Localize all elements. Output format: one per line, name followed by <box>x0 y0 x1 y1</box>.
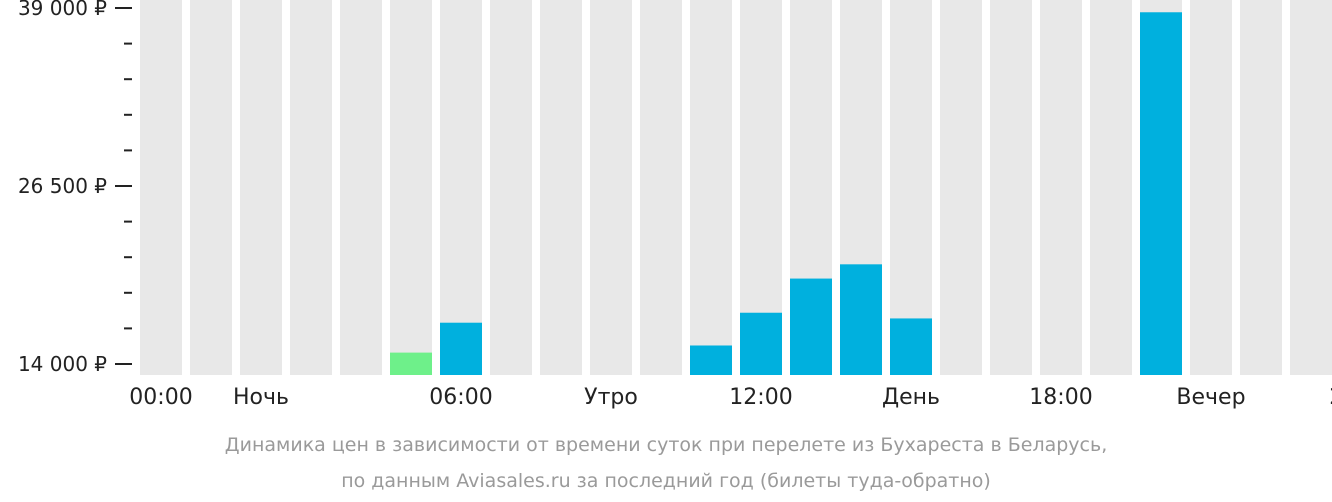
price-bar-06:00[interactable] <box>440 322 482 375</box>
background-bar-07:00 <box>490 0 532 375</box>
x-tick-label: 12:00 <box>729 385 792 410</box>
background-bar-15:00 <box>890 0 932 375</box>
x-tick-label: 00:00 <box>129 385 192 410</box>
background-bar-06:00 <box>440 0 482 375</box>
background-bar-08:00 <box>540 0 582 375</box>
chart-caption-line-2: по данным Aviasales.ru за последний год … <box>341 470 991 492</box>
background-bar-00:00 <box>140 0 182 375</box>
y-tick-label: 26 500 ₽ <box>18 174 107 198</box>
chart-caption-line-1: Динамика цен в зависимости от времени су… <box>224 434 1108 456</box>
x-tick-label: 06:00 <box>429 385 492 410</box>
background-bar-12:00 <box>740 0 782 375</box>
price-bar-12:00[interactable] <box>740 312 782 375</box>
x-tick-label: Утро <box>584 385 638 410</box>
price-bar-15:00[interactable] <box>890 318 932 375</box>
price-bars <box>390 12 1182 375</box>
background-bar-18:00 <box>1040 0 1082 375</box>
background-bar-02:00 <box>240 0 282 375</box>
price-bar-05:00[interactable] <box>390 352 432 375</box>
y-axis: 14 000 ₽ 26 500 ₽ 39 000 ₽ <box>18 0 132 376</box>
x-tick-label: Вечер <box>1176 385 1245 410</box>
x-tick-label: 18:00 <box>1029 385 1092 410</box>
background-bar-16:00 <box>940 0 982 375</box>
price-bar-14:00[interactable] <box>840 264 882 375</box>
background-bar-04:00 <box>340 0 382 375</box>
x-tick-label: 24:00 <box>1329 385 1332 410</box>
background-bar-17:00 <box>990 0 1032 375</box>
x-tick-label: Ночь <box>233 385 289 410</box>
price-bar-13:00[interactable] <box>790 278 832 375</box>
background-bar-03:00 <box>290 0 332 375</box>
y-tick-label: 39 000 ₽ <box>18 0 107 20</box>
x-tick-label: День <box>882 385 940 410</box>
background-bar-22:00 <box>1240 0 1282 375</box>
background-bar-19:00 <box>1090 0 1132 375</box>
background-bar-01:00 <box>190 0 232 375</box>
background-bar-11:00 <box>690 0 732 375</box>
background-bar-05:00 <box>390 0 432 375</box>
background-bar-21:00 <box>1190 0 1232 375</box>
background-bar-23:00 <box>1290 0 1332 375</box>
x-axis: 00:00 Ночь 06:00 Утро 12:00 День 18:00 Вечер 24:… <box>129 385 1332 410</box>
y-tick-label: 14 000 ₽ <box>18 352 107 376</box>
background-bar-10:00 <box>640 0 682 375</box>
price-bar-20:00[interactable] <box>1140 12 1182 375</box>
price-by-time-chart: 14 000 ₽ 26 500 ₽ 39 000 ₽ 00:00 Ночь 06:00 У… <box>18 0 1332 410</box>
price-bar-11:00[interactable] <box>690 345 732 375</box>
background-bar-09:00 <box>590 0 632 375</box>
